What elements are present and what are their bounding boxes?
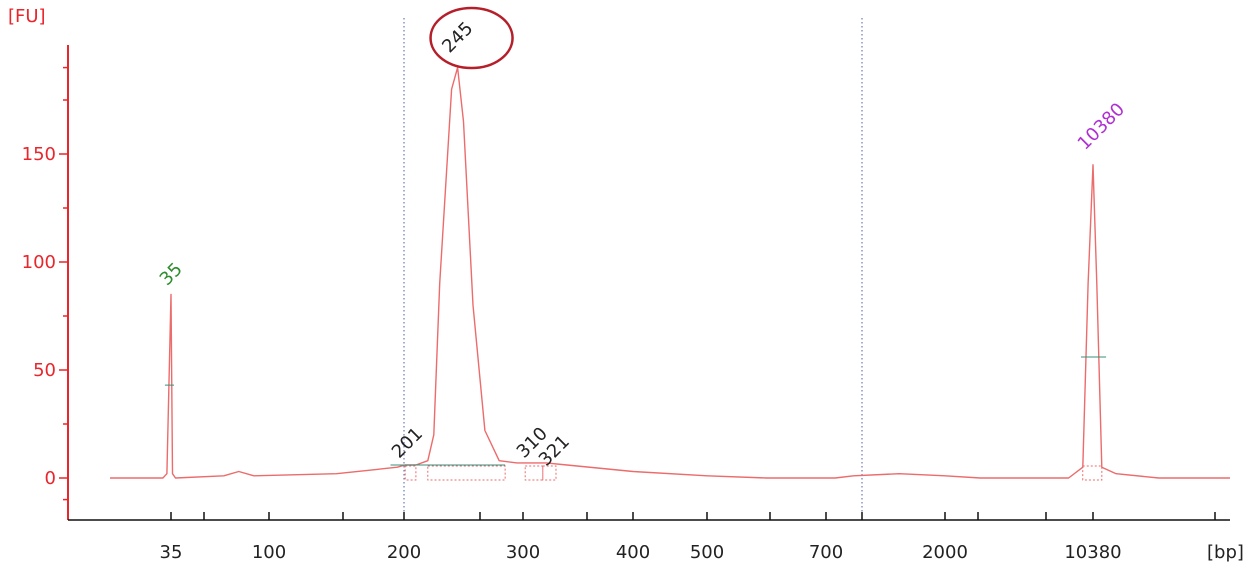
y-tick-label: 150 bbox=[22, 144, 56, 165]
peak-label-10380: 10380 bbox=[1074, 99, 1129, 154]
electropherogram-trace bbox=[110, 66, 1230, 479]
y-tick-label: 0 bbox=[45, 468, 56, 489]
peak-label-35: 35 bbox=[156, 259, 187, 290]
peak-integration-box bbox=[1082, 465, 1103, 481]
x-tick-label: 400 bbox=[616, 542, 650, 563]
peak-label-245: 245 bbox=[438, 18, 477, 57]
dotted-guides bbox=[403, 18, 863, 520]
peak-label-201: 201 bbox=[388, 423, 427, 462]
x-tick-label: 700 bbox=[809, 542, 843, 563]
trace-layer bbox=[110, 66, 1230, 481]
x-axis-unit-label: [bp] bbox=[1207, 542, 1244, 563]
axes bbox=[59, 45, 1230, 521]
peak-integration-box bbox=[542, 465, 557, 481]
peak-integration-box bbox=[524, 465, 544, 481]
x-tick-label: 10380 bbox=[1064, 542, 1121, 563]
x-tick-label: 300 bbox=[506, 542, 540, 563]
y-tick-label: 50 bbox=[33, 360, 56, 381]
x-tick-label: 100 bbox=[252, 542, 286, 563]
x-tick-label: 2000 bbox=[922, 542, 968, 563]
y-tick-label: 100 bbox=[22, 252, 56, 273]
x-tick-labels: 35 100 200 300 400 500 700 2000 10380 bbox=[160, 542, 1122, 563]
x-tick-label: 500 bbox=[690, 542, 724, 563]
peak-integration-box bbox=[404, 465, 417, 481]
peak-marker-lines bbox=[164, 356, 1107, 466]
y-tick-labels: 0 50 100 150 bbox=[22, 144, 56, 489]
peak-integration-box bbox=[427, 465, 506, 481]
x-tick-label: 35 bbox=[160, 542, 183, 563]
highlight-circle bbox=[429, 6, 514, 70]
y-axis-unit-label: [FU] bbox=[8, 6, 46, 27]
x-tick-label: 200 bbox=[387, 542, 421, 563]
